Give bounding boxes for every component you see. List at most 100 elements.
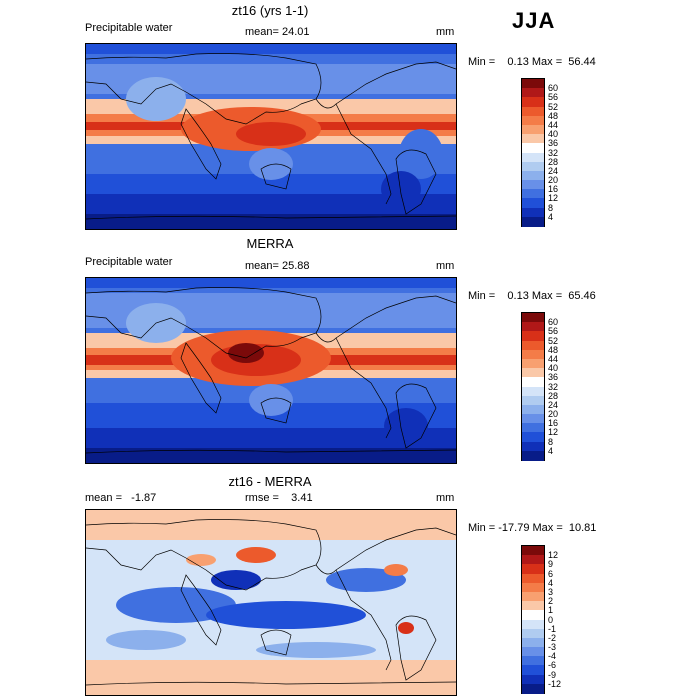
colorbar-cell [522,546,544,556]
colorbar-tick-label: 60 [548,83,559,94]
colorbar-cell [522,143,544,153]
panel-3-mean: mean = -1.87 [85,492,157,504]
colorbar-cell [522,432,544,443]
colorbar-cell [522,404,544,415]
colorbar-cell [522,665,544,676]
colorbar-cell [522,115,544,126]
colorbar-tick-label: 9 [548,559,554,570]
colorbar-cell [522,628,544,639]
panel-2-colorbar: 60 56 52 48 44 40 36 32 28 24 20 16 12 8 4 [521,312,558,461]
colorbar-cell [522,619,544,630]
colorbar-cell [522,340,544,351]
colorbar-tick-label: 44 [548,353,559,364]
panel-1-map-graphic [86,44,456,229]
panel-1-min-max: Min = 0.13 Max = 56.44 [468,56,596,68]
colorbar-tick-label: 36 [548,138,559,149]
colorbar-cell [522,450,544,461]
colorbar-tick-label: 32 [548,147,559,158]
panel-1-colorbar: 60 56 52 48 44 40 36 32 28 24 20 16 12 8 4 [521,78,558,227]
colorbar-tick-label: 60 [548,317,559,328]
panel-2-map [85,277,457,464]
colorbar-cell [522,564,544,575]
colorbar-cell [522,683,544,694]
colorbar-cell [522,322,544,332]
colorbar-cell [522,216,544,227]
colorbar-tick-label: 8 [548,202,554,213]
colorbar-cell [522,152,544,163]
colorbar-cell [522,207,544,218]
colorbar-cell [522,170,544,181]
panel-3-title: zt16 - MERRA [228,474,312,489]
colorbar-cell [522,313,544,323]
panel-1-map [85,43,457,230]
colorbar-tick-label: 48 [548,110,559,121]
panel-2-units: mm [436,260,455,272]
colorbar-cell [522,161,544,172]
panel-2-mean: mean= 25.88 [245,260,310,272]
colorbar-tick-label: 28 [548,390,559,401]
colorbar-tick-label: 0 [548,614,554,625]
colorbar-cell [522,386,544,397]
colorbar-cell [522,423,544,433]
panel-1-mean: mean= 24.01 [245,26,310,38]
colorbar-tick-label: 52 [548,101,559,112]
colorbar-cell [522,674,544,685]
colorbar-tick-label: 52 [548,335,559,346]
colorbar-tick-label: 48 [548,344,559,355]
colorbar-cell [522,134,544,144]
colorbar-tick-label: 24 [548,399,559,410]
colorbar-tick-label: 2 [548,596,554,607]
panel-1-variable: Precipitable water [85,22,173,34]
colorbar-tick-label: 4 [548,577,554,588]
colorbar-cell [522,349,544,360]
colorbar-cell [522,647,544,657]
colorbar-tick-label: 16 [548,418,559,429]
colorbar-cell [522,377,544,387]
panel-3-colorbar: 12 9 6 4 3 2 1 0 -1 -2 -3 -4 -6 -9 -12 [521,545,561,694]
panel-2-map-graphic [86,278,456,463]
colorbar-cell [522,414,544,424]
panel-3-units: mm [436,492,455,504]
colorbar-tick-label: 12 [548,427,559,438]
colorbar-tick-label: 12 [548,550,559,561]
colorbar-cell [522,79,544,89]
colorbar-tick-label: 44 [548,119,559,130]
colorbar-cell [522,601,544,611]
colorbar-cell [522,198,544,209]
colorbar-cell [522,637,544,648]
colorbar-tick-label: -4 [548,651,557,662]
colorbar-cell [522,189,544,199]
panel-2-title: MERRA [246,236,294,251]
panel-2-variable: Precipitable water [85,256,173,268]
colorbar-tick-label: 56 [548,326,559,337]
colorbar-tick-label: 20 [548,409,559,420]
season-label: JJA [512,8,556,33]
colorbar-cell [522,395,544,406]
panel-3-map [85,509,457,696]
panel-2-min-max: Min = 0.13 Max = 65.46 [468,290,596,302]
colorbar-cell [522,358,544,369]
colorbar-cell [522,106,544,117]
colorbar-tick-label: 3 [548,586,554,597]
colorbar-tick-label: 4 [548,445,554,456]
panel-1-title: zt16 (yrs 1-1) [231,3,309,18]
colorbar-cell [522,555,544,565]
colorbar-tick-label: 56 [548,92,559,103]
colorbar-tick-label: -1 [548,623,557,634]
panel-1-units: mm [436,26,455,38]
colorbar-tick-label: 1 [548,605,554,616]
colorbar-cell [522,656,544,666]
colorbar-tick-label: -6 [548,660,557,671]
colorbar-tick-label: 20 [548,175,559,186]
colorbar-cell [522,368,544,378]
colorbar-tick-label: 32 [548,381,559,392]
panel-3-rmse: rmse = 3.41 [245,492,313,504]
colorbar-cell [522,573,544,584]
colorbar-tick-label: 4 [548,211,554,222]
colorbar-cell [522,331,544,342]
colorbar-tick-label: -3 [548,642,557,653]
colorbar-cell [522,97,544,108]
colorbar-tick-label: -2 [548,632,557,643]
colorbar-tick-label: 8 [548,436,554,447]
colorbar-tick-label: 40 [548,129,559,140]
